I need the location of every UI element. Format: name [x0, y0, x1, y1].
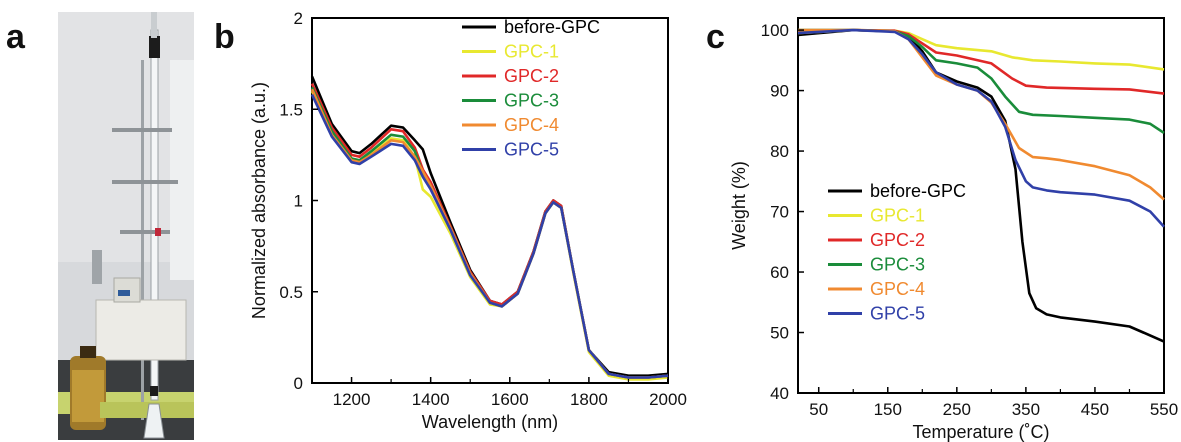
x-tick-label: 1400: [412, 390, 450, 409]
y-tick-label: 90: [770, 82, 789, 101]
series-line-before-gpc: [797, 28, 1165, 343]
panel-label-c: c: [706, 18, 725, 56]
x-tick-label: 50: [809, 400, 828, 419]
legend-entry: GPC-2: [870, 230, 925, 250]
x-axis-label: Temperature (˚C): [912, 422, 1049, 442]
x-tick-label: 350: [1012, 400, 1040, 419]
x-tick-label: 1600: [491, 390, 529, 409]
y-tick-label: 50: [770, 324, 789, 343]
y-axis-label: Weight (%): [729, 161, 749, 250]
y-tick-label: 0.5: [279, 283, 303, 302]
legend-entry: GPC-2: [504, 66, 559, 86]
y-tick-label: 100: [761, 21, 789, 40]
legend-entry: GPC-5: [870, 304, 925, 324]
legend: before-GPC GPC-1 GPC-2 GPC-3 GPC-4 GPC-5: [828, 181, 966, 324]
legend-entry: GPC-1: [504, 42, 559, 62]
y-tick-label: 40: [770, 384, 789, 403]
y-tick-label: 60: [770, 263, 789, 282]
legend-entry: before-GPC: [870, 181, 966, 201]
series-line-gpc-3: [798, 28, 1165, 134]
legend-entry: GPC-5: [504, 140, 559, 160]
x-tick-label: 550: [1150, 400, 1178, 419]
panel-label-b: b: [214, 18, 235, 56]
legend-entry: GPC-3: [504, 91, 559, 111]
series-line-gpc-4: [310, 88, 669, 379]
y-tick-label: 0: [294, 374, 303, 393]
y-axis-label: Normalized absorbance (a.u.): [249, 82, 269, 319]
x-tick-label: 1200: [333, 390, 371, 409]
legend-entry: before-GPC: [504, 17, 600, 37]
x-tick-label: 450: [1081, 400, 1109, 419]
legend-entry: GPC-4: [870, 279, 925, 299]
plot-frame: [797, 17, 1165, 394]
legend: before-GPC GPC-1 GPC-2 GPC-3 GPC-4 GPC-5: [462, 17, 600, 160]
legend-entry: GPC-3: [870, 255, 925, 275]
series-line-gpc-3: [310, 86, 669, 379]
x-tick-label: 1800: [570, 390, 608, 409]
legend-entry: GPC-1: [870, 206, 925, 226]
legend-entry: GPC-4: [504, 115, 559, 135]
apparatus-photo-icon: [58, 12, 194, 440]
series-line-before-gpc: [310, 75, 669, 377]
y-tick-label: 1: [294, 192, 303, 211]
x-axis-label: Wavelength (nm): [422, 412, 558, 432]
tga-chart: 50 150 250 350 450 550 40 50 60 70 80 90 100 Temperat…: [729, 17, 1178, 442]
x-tick-label: 150: [874, 400, 902, 419]
y-tick-label: 2: [294, 9, 303, 28]
series-line-gpc-1: [310, 90, 669, 381]
x-tick-label: 2000: [649, 390, 687, 409]
series-line-gpc-5: [797, 28, 1165, 228]
y-tick-label: 1.5: [279, 100, 303, 119]
x-tick-label: 250: [943, 400, 971, 419]
y-tick-label: 70: [770, 203, 789, 222]
series-line-gpc-4: [798, 28, 1165, 201]
plot-frame: [311, 17, 669, 384]
series-line-gpc-2: [310, 83, 669, 379]
y-tick-label: 80: [770, 142, 789, 161]
series-line-gpc-2: [797, 28, 1165, 95]
series-line-gpc-1: [797, 28, 1165, 71]
series-line-gpc-5: [310, 94, 669, 379]
absorbance-chart: 1200 1400 1600 1800 2000 0 0.5 1 1.5 2 Wavelength …: [249, 9, 687, 432]
panel-label-a: a: [6, 18, 26, 56]
